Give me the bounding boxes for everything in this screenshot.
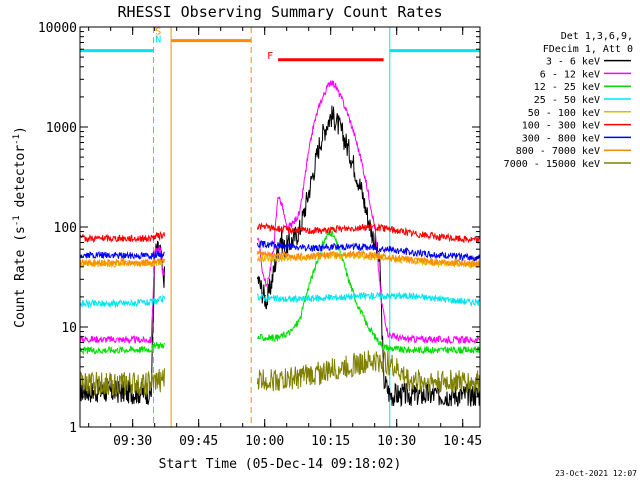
legend-label-3: 25 - 50 keV <box>534 95 600 106</box>
x-axis-label: Start Time (05-Dec-14 09:18:02) <box>159 457 402 472</box>
legend-label-4: 50 - 100 keV <box>528 108 600 119</box>
series-line-5 <box>80 222 480 244</box>
series-line-1 <box>80 80 480 345</box>
series-layer <box>80 80 480 408</box>
y-axis-label-mid: detector <box>13 145 28 216</box>
interval-layer <box>80 27 480 427</box>
legend-label-0: 3 - 6 keV <box>546 57 600 68</box>
series-line-8 <box>80 350 480 397</box>
legend-header-1: FDecim 1, Att 0 <box>543 44 633 55</box>
series-line-7 <box>80 248 480 269</box>
flag-n: N <box>155 34 161 45</box>
legend-label-8: 7000 - 15000 keV <box>504 159 600 170</box>
x-tick-label-5: 10:45 <box>443 434 482 449</box>
interval-flags: SN F <box>155 27 273 62</box>
time-interval-bars <box>80 39 480 62</box>
chart-title: RHESSI Observing Summary Count Rates <box>117 3 442 21</box>
y-axis-label-sup2: -1 <box>12 134 22 145</box>
legend-label-7: 800 - 7000 keV <box>516 146 600 157</box>
x-tick-label-2: 10:00 <box>245 434 284 449</box>
plot-frame <box>79 26 481 428</box>
flag-s: S <box>155 27 161 38</box>
flag-f: F <box>267 51 273 62</box>
y-axis-label: Count Rate (s-1 detector-1) <box>12 126 28 328</box>
y-tick-label-3: 1000 <box>46 121 77 136</box>
axes: 1 10 100 1000 10000 09:30 09:45 10:00 10:15 10:30… <box>38 21 482 449</box>
x-tick-label-1: 09:45 <box>179 434 218 449</box>
x-tick-label-3: 10:15 <box>311 434 350 449</box>
footer-timestamp: 23-Oct-2021 12:07 <box>555 469 637 478</box>
legend-header-0: Det 1,3,6,9, <box>561 31 633 42</box>
series-line-3 <box>80 291 480 309</box>
y-axis-label-end: ) <box>13 126 28 134</box>
legend-label-1: 6 - 12 keV <box>540 69 600 80</box>
x-tick-label-4: 10:30 <box>377 434 416 449</box>
legend-label-6: 300 - 800 keV <box>522 133 600 144</box>
x-tick-label-0: 09:30 <box>113 434 152 449</box>
y-tick-label-1: 10 <box>61 321 77 336</box>
series-line-2 <box>80 230 480 356</box>
legend-label-5: 100 - 300 keV <box>522 121 600 132</box>
y-tick-label-2: 100 <box>54 221 77 236</box>
y-tick-label-0: 1 <box>69 421 77 436</box>
y-axis-label-main: Count Rate (s <box>13 226 28 328</box>
y-tick-label-4: 10000 <box>38 21 77 36</box>
y-axis-label-sup1: -1 <box>12 215 22 226</box>
legend-label-2: 12 - 25 keV <box>534 82 600 93</box>
